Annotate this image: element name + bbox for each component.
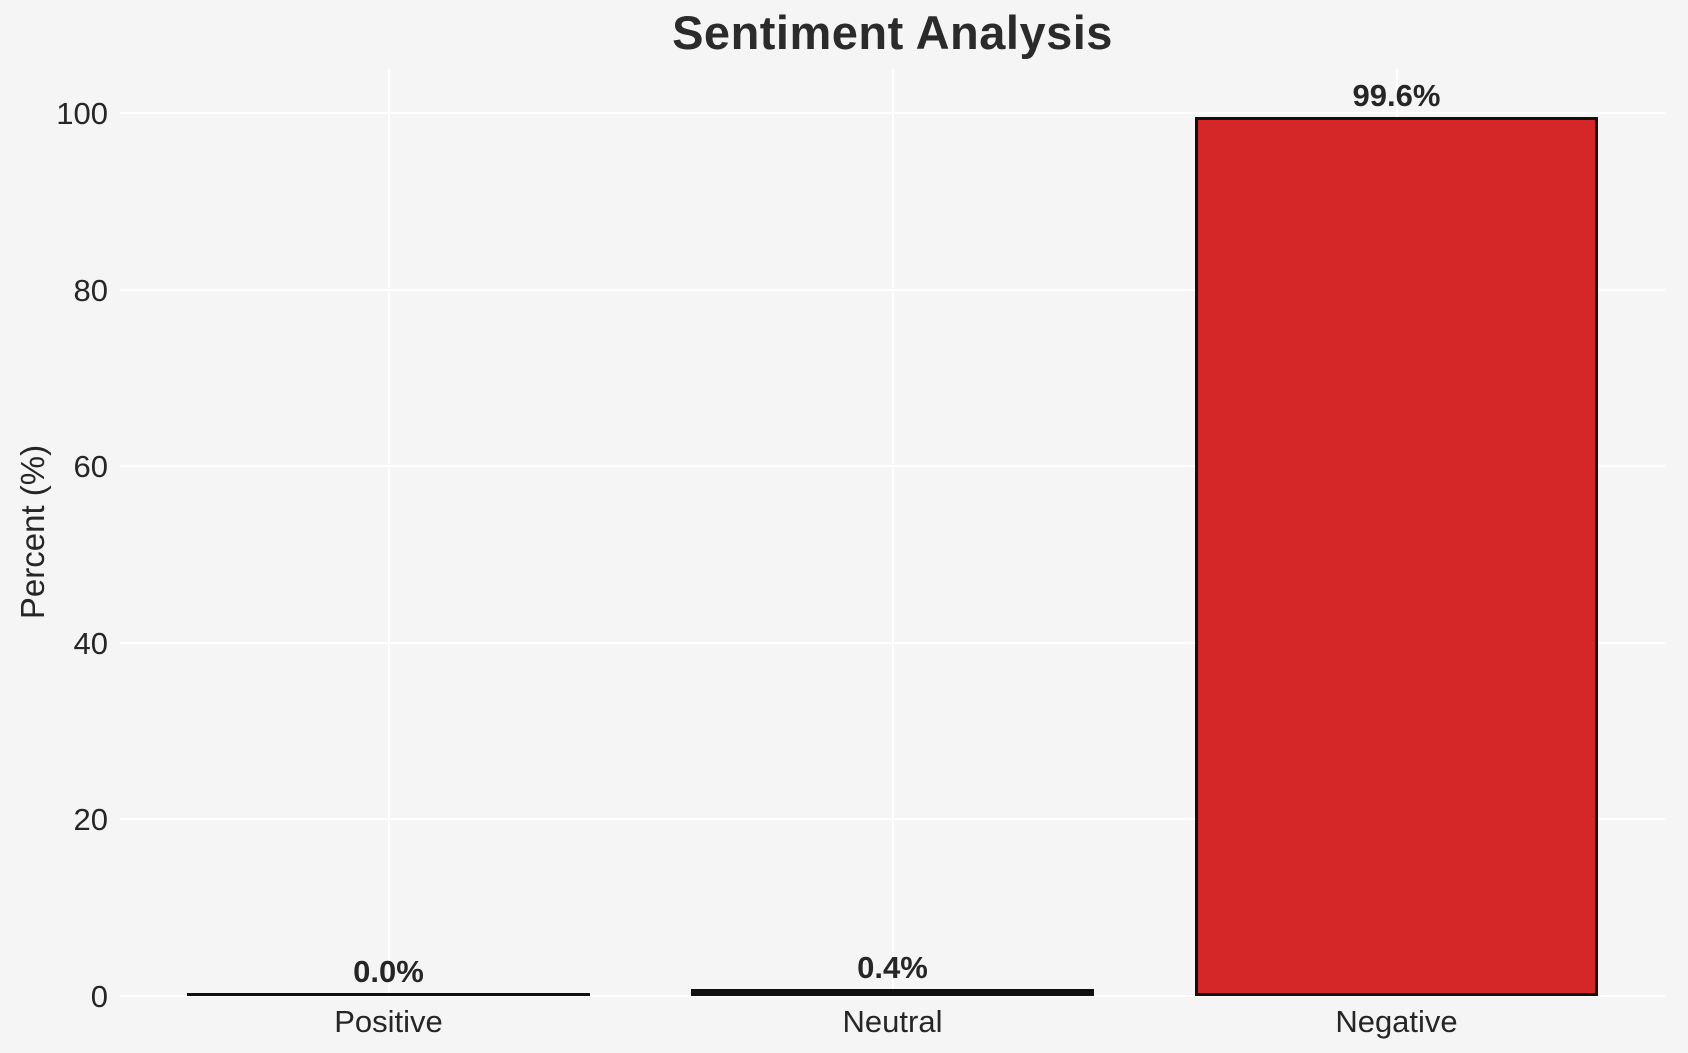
y-axis-label: Percent (%) (14, 444, 51, 620)
y-tick-label: 60 (73, 449, 108, 485)
x-tick-label: Positive (334, 1004, 443, 1039)
bar-value-label: 99.6% (1352, 78, 1441, 113)
y-tick-label: 100 (56, 96, 108, 132)
gridline-vertical (387, 69, 390, 996)
x-tick-label: Neutral (842, 1004, 943, 1039)
x-tick-label: Negative (1335, 1004, 1458, 1039)
y-tick-label: 40 (73, 625, 108, 661)
plot-area: 0.0% Positive 0.4% Neutral 99.6% Negative (120, 69, 1665, 1037)
gridline-horizontal (120, 995, 1665, 997)
bar-value-label: 0.0% (353, 954, 424, 989)
gridline-vertical (891, 69, 894, 996)
chart-title: Sentiment Analysis (672, 6, 1113, 59)
bar-neutral (691, 989, 1094, 996)
bar-value-label: 0.4% (857, 950, 928, 985)
y-tick-label: 0 (90, 979, 108, 1014)
y-tick-label: 20 (73, 802, 108, 838)
bar-negative (1195, 117, 1598, 996)
y-tick-label: 80 (73, 272, 108, 308)
bar-positive (187, 993, 590, 996)
